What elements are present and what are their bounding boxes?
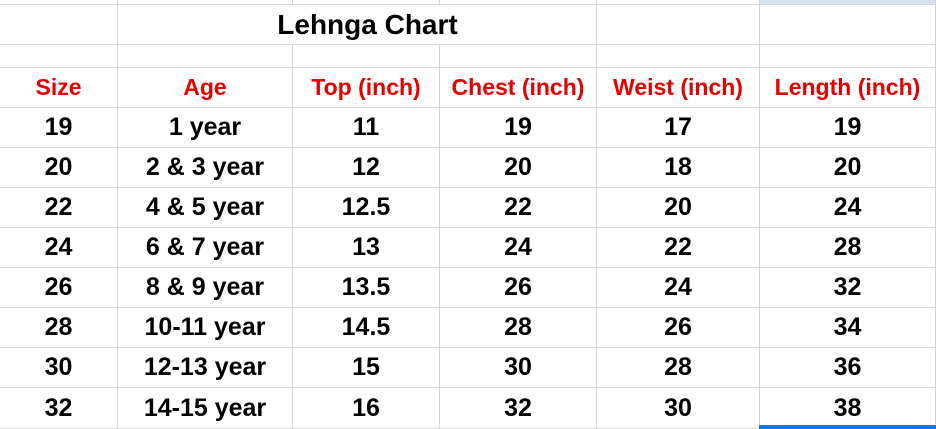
cell-chest-row7[interactable]: 30 xyxy=(440,348,597,388)
empty-cell[interactable] xyxy=(0,5,118,45)
cell-size-row3[interactable]: 22 xyxy=(0,188,118,228)
cell-size-row8[interactable]: 32 xyxy=(0,388,118,429)
cell-chest-row5[interactable]: 26 xyxy=(440,268,597,308)
empty-cell[interactable] xyxy=(597,5,760,45)
partial-row-cell[interactable] xyxy=(597,0,760,5)
cell-length-row7[interactable]: 36 xyxy=(760,348,936,388)
empty-cell[interactable] xyxy=(760,45,936,68)
header-length[interactable]: Length (inch) xyxy=(760,68,936,108)
cell-size-row5[interactable]: 26 xyxy=(0,268,118,308)
cell-weist-row6[interactable]: 26 xyxy=(597,308,760,348)
cell-age-row8[interactable]: 14-15 year xyxy=(118,388,293,429)
empty-cell[interactable] xyxy=(293,45,440,68)
cell-age-row1[interactable]: 1 year xyxy=(118,108,293,148)
header-top[interactable]: Top (inch) xyxy=(293,68,440,108)
header-chest[interactable]: Chest (inch) xyxy=(440,68,597,108)
cell-age-row6[interactable]: 10-11 year xyxy=(118,308,293,348)
cell-chest-row4[interactable]: 24 xyxy=(440,228,597,268)
cell-chest-row3[interactable]: 22 xyxy=(440,188,597,228)
cell-weist-row2[interactable]: 18 xyxy=(597,148,760,188)
cell-length-row3[interactable]: 24 xyxy=(760,188,936,228)
cell-age-row7[interactable]: 12-13 year xyxy=(118,348,293,388)
cell-chest-row6[interactable]: 28 xyxy=(440,308,597,348)
cell-age-row2[interactable]: 2 & 3 year xyxy=(118,148,293,188)
cell-chest-row1[interactable]: 19 xyxy=(440,108,597,148)
cell-top-row3[interactable]: 12.5 xyxy=(293,188,440,228)
cell-weist-row3[interactable]: 20 xyxy=(597,188,760,228)
cell-age-row5[interactable]: 8 & 9 year xyxy=(118,268,293,308)
empty-cell[interactable] xyxy=(760,5,936,45)
selected-cell-border xyxy=(759,425,936,429)
cell-size-row2[interactable]: 20 xyxy=(0,148,118,188)
cell-top-row8[interactable]: 16 xyxy=(293,388,440,429)
cell-top-row1[interactable]: 11 xyxy=(293,108,440,148)
cell-length-row4[interactable]: 28 xyxy=(760,228,936,268)
cell-length-row8[interactable]: 38 xyxy=(760,388,936,429)
empty-cell[interactable] xyxy=(0,45,118,68)
cell-weist-row5[interactable]: 24 xyxy=(597,268,760,308)
cell-chest-row8[interactable]: 32 xyxy=(440,388,597,429)
cell-weist-row8[interactable]: 30 xyxy=(597,388,760,429)
empty-cell[interactable] xyxy=(118,45,293,68)
cell-length-row2[interactable]: 20 xyxy=(760,148,936,188)
sheet-title-cell[interactable]: Lehnga Chart xyxy=(118,5,597,45)
partial-row-cell[interactable] xyxy=(0,0,118,5)
cell-chest-row2[interactable]: 20 xyxy=(440,148,597,188)
cell-length-row1[interactable]: 19 xyxy=(760,108,936,148)
cell-weist-row7[interactable]: 28 xyxy=(597,348,760,388)
empty-cell[interactable] xyxy=(597,45,760,68)
header-age[interactable]: Age xyxy=(118,68,293,108)
header-weist[interactable]: Weist (inch) xyxy=(597,68,760,108)
cell-size-row6[interactable]: 28 xyxy=(0,308,118,348)
sheet-title: Lehnga Chart xyxy=(277,8,458,40)
cell-top-row6[interactable]: 14.5 xyxy=(293,308,440,348)
empty-cell[interactable] xyxy=(440,45,597,68)
cell-top-row4[interactable]: 13 xyxy=(293,228,440,268)
cell-size-row4[interactable]: 24 xyxy=(0,228,118,268)
cell-weist-row4[interactable]: 22 xyxy=(597,228,760,268)
cell-length-row5[interactable]: 32 xyxy=(760,268,936,308)
cell-top-row5[interactable]: 13.5 xyxy=(293,268,440,308)
partial-row-cell[interactable] xyxy=(118,0,293,5)
cell-weist-row1[interactable]: 17 xyxy=(597,108,760,148)
cell-age-row3[interactable]: 4 & 5 year xyxy=(118,188,293,228)
cell-top-row2[interactable]: 12 xyxy=(293,148,440,188)
header-size[interactable]: Size xyxy=(0,68,118,108)
cell-age-row4[interactable]: 6 & 7 year xyxy=(118,228,293,268)
cell-length-row6[interactable]: 34 xyxy=(760,308,936,348)
cell-top-row7[interactable]: 15 xyxy=(293,348,440,388)
partial-row-cell[interactable] xyxy=(293,0,440,5)
cell-size-row7[interactable]: 30 xyxy=(0,348,118,388)
cell-size-row1[interactable]: 19 xyxy=(0,108,118,148)
partial-row-cell[interactable] xyxy=(440,0,597,5)
